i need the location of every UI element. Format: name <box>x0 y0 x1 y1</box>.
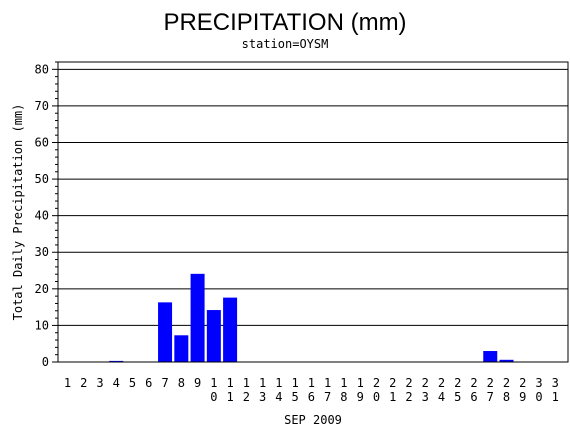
y-tick-label: 80 <box>35 62 49 76</box>
bar-day-4 <box>109 360 124 362</box>
y-axis-label: Total Daily Precipitation (mm) <box>11 104 25 321</box>
bar-day-8 <box>174 335 189 362</box>
chart-subtitle: station=OYSM <box>242 37 329 51</box>
y-tick-label: 50 <box>35 172 49 186</box>
bar-day-9 <box>190 273 205 362</box>
plot-frame <box>57 61 569 363</box>
x-tick-label: 9 <box>194 376 201 390</box>
bar-day-7 <box>158 302 173 362</box>
x-axis-ticks: 1 2 3 4 5 6 7 8 9 1 01 11 21 31 41 51 61 71 81 92 02 12 22 32 42… <box>64 376 559 404</box>
bar-day-27 <box>483 351 498 362</box>
y-axis-ticks: 0 10 20 30 40 50 60 70 80 <box>35 61 58 369</box>
x-tick-label: 1 <box>64 376 71 390</box>
bar-day-11 <box>223 297 238 362</box>
y-tick-label: 40 <box>35 209 49 223</box>
x-tick-label: 5 <box>129 376 136 390</box>
y-tick-label: 0 <box>42 355 49 369</box>
x-tick-label: 4 <box>113 376 120 390</box>
x-tick-label: 3 <box>96 376 103 390</box>
bars <box>109 273 514 362</box>
x-tick-label: 8 <box>178 376 185 390</box>
x-axis-label: SEP 2009 <box>284 413 342 427</box>
x-tick-label: 6 <box>145 376 152 390</box>
y-tick-label: 60 <box>35 135 49 149</box>
bar-day-10 <box>206 310 221 362</box>
y-tick-label: 30 <box>35 245 49 259</box>
y-tick-label: 20 <box>35 282 49 296</box>
gridlines <box>58 68 568 326</box>
y-tick-label: 70 <box>35 99 49 113</box>
x-tick-label: 7 <box>161 376 168 390</box>
y-tick-label: 10 <box>35 318 49 332</box>
x-tick-label: 2 <box>80 376 87 390</box>
chart-title: PRECIPITATION (mm) <box>163 9 406 36</box>
bar-day-28 <box>499 359 514 362</box>
